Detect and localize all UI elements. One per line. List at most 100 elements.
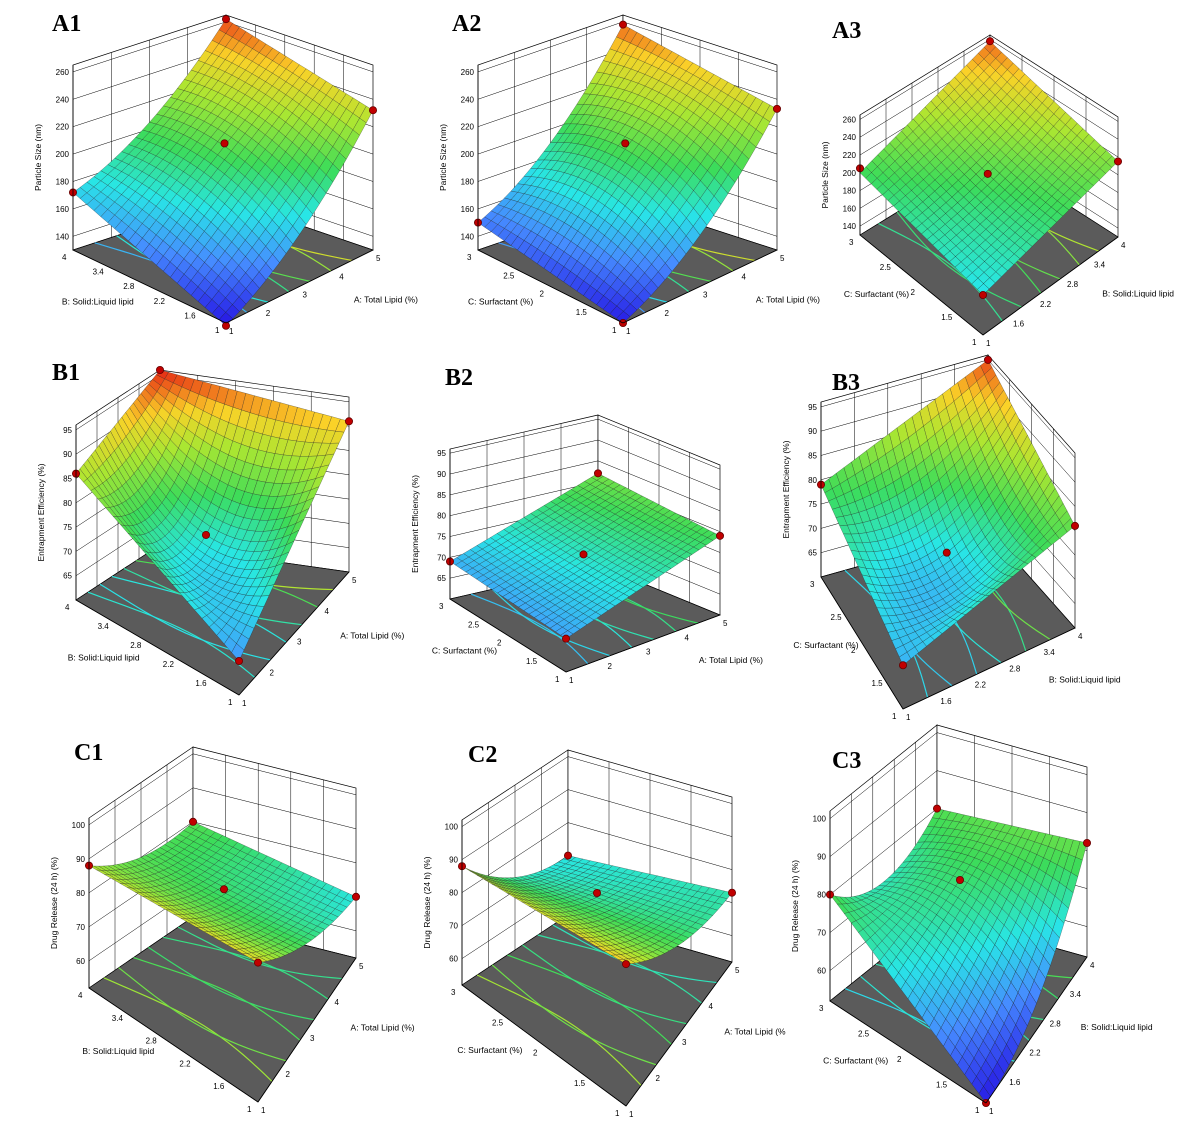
x-axis-title: A: Total Lipid (%) (354, 294, 418, 304)
wall-gridline (829, 732, 1088, 819)
contour-line (103, 977, 273, 1082)
z-tick-label: 240 (843, 133, 857, 142)
y-tick-label: 4 (65, 603, 70, 612)
z-tick-label: 180 (56, 177, 70, 186)
x-tick-label: 3 (297, 638, 302, 647)
x-axis-title: A: Total Lipid (%) (351, 1022, 415, 1032)
z-tick-label: 60 (817, 967, 826, 976)
x-tick-label: 4 (685, 633, 690, 642)
design-point (983, 169, 992, 178)
z-tick-label: 160 (56, 205, 70, 214)
z-axis-title: Particle Size (nm) (33, 124, 43, 191)
x-tick-label: 2.8 (1067, 280, 1079, 289)
x-tick-label: 2.2 (1029, 1049, 1041, 1058)
y-tick-label: 2.5 (492, 1018, 504, 1027)
y-tick-label: 1.5 (872, 679, 884, 688)
z-tick-label: 95 (63, 426, 72, 435)
z-tick-label: 140 (56, 232, 70, 241)
wall-gridline (461, 822, 733, 893)
z-tick-label: 80 (76, 889, 85, 898)
x-tick-label: 3.4 (1070, 990, 1082, 999)
y-tick-label: 2 (497, 639, 502, 648)
x-tick-label: 2.8 (1009, 664, 1021, 673)
design-points (69, 15, 377, 330)
design-point (351, 892, 360, 901)
z-tick-label: 100 (445, 823, 459, 832)
wall-gridline (88, 753, 357, 826)
z-tick-label: 70 (437, 553, 446, 562)
x-axis-line (565, 614, 721, 673)
z-tick-label: 100 (813, 815, 827, 824)
panel-label: A3 (832, 18, 862, 44)
z-tick-label: 200 (843, 169, 857, 178)
x-tick-label: 1 (906, 713, 911, 722)
design-point (188, 817, 197, 826)
y-axis-line (461, 984, 627, 1107)
axes: 11.62.22.83.4411.522.5314016018020022024… (820, 115, 1174, 348)
design-point (563, 851, 572, 860)
wall-gridline (449, 418, 721, 470)
z-tick-label: 60 (76, 957, 85, 966)
z-tick-label: 75 (808, 500, 817, 509)
design-point (978, 290, 987, 299)
x-tick-label: 3 (703, 291, 708, 300)
z-tick-label: 260 (843, 115, 857, 124)
response-surface (75, 369, 350, 662)
y-tick-label: 3 (819, 1004, 824, 1013)
y-tick-label: 2 (851, 646, 856, 655)
design-point (155, 366, 164, 374)
z-tick-label: 75 (63, 523, 72, 532)
z-axis-title: Particle Size (nm) (820, 141, 830, 208)
x-axis-title: B: Solid:Liquid lipid (1049, 675, 1121, 685)
z-tick-label: 90 (808, 427, 817, 436)
design-point (955, 875, 964, 884)
x-tick-label: 2 (266, 309, 271, 318)
wall-gridline (461, 789, 733, 860)
x-tick-label: 4 (1090, 961, 1095, 970)
y-tick-label: 3 (849, 238, 854, 247)
z-tick-label: 95 (808, 403, 817, 412)
panel-label: B3 (832, 370, 861, 396)
response-surface (859, 40, 1119, 296)
y-tick-label: 1 (555, 675, 560, 684)
design-point (344, 417, 353, 426)
x-tick-label: 5 (780, 254, 785, 263)
z-axis-title: Entrapment Efficiency (%) (781, 440, 791, 538)
y-axis-title: C: Surfactant (%) (823, 1056, 888, 1066)
z-tick-label: 60 (449, 955, 458, 964)
y-tick-label: 3 (451, 988, 456, 997)
contour-line (470, 593, 589, 665)
surface-plot-svg: 11.62.22.83.4411.522.5314016018020022024… (820, 34, 1174, 348)
floor-contours (476, 924, 717, 1086)
design-point (983, 355, 992, 364)
x-tick-label: 4 (709, 1002, 714, 1011)
y-tick-label: 2.5 (503, 271, 515, 280)
y-axis-line (859, 234, 984, 336)
wall-gridline (88, 787, 357, 860)
y-tick-label: 2 (540, 290, 545, 299)
x-axis-line (257, 957, 357, 1103)
x-tick-label: 2.2 (975, 681, 987, 690)
z-tick-label: 140 (461, 232, 475, 241)
surface-plot-svg: 1234511.62.22.83.44140160180200220240260… (33, 14, 418, 336)
design-points (458, 851, 736, 969)
z-tick-label: 65 (63, 572, 72, 581)
z-tick-label: 220 (843, 151, 857, 160)
panel-a3: 1 1.6 2.2 2.8 3.4 4 1 1.5 2 2.5 3 140 160 180 200 220 24… (800, 5, 1180, 375)
y-tick-label: 1.5 (526, 657, 538, 666)
y-axis-line (820, 576, 904, 710)
z-tick-label: 100 (72, 821, 86, 830)
design-point (772, 104, 781, 113)
design-point (561, 634, 570, 643)
y-tick-label: 2.8 (123, 282, 135, 291)
panel-label: B2 (445, 365, 474, 391)
x-tick-label: 5 (359, 962, 364, 971)
panel-a2: 1 2 3 4 5 1 1.5 2 2.5 3 140 160 180 200 220 240 260 A: To… (400, 5, 820, 375)
x-tick-label: 5 (735, 966, 740, 975)
